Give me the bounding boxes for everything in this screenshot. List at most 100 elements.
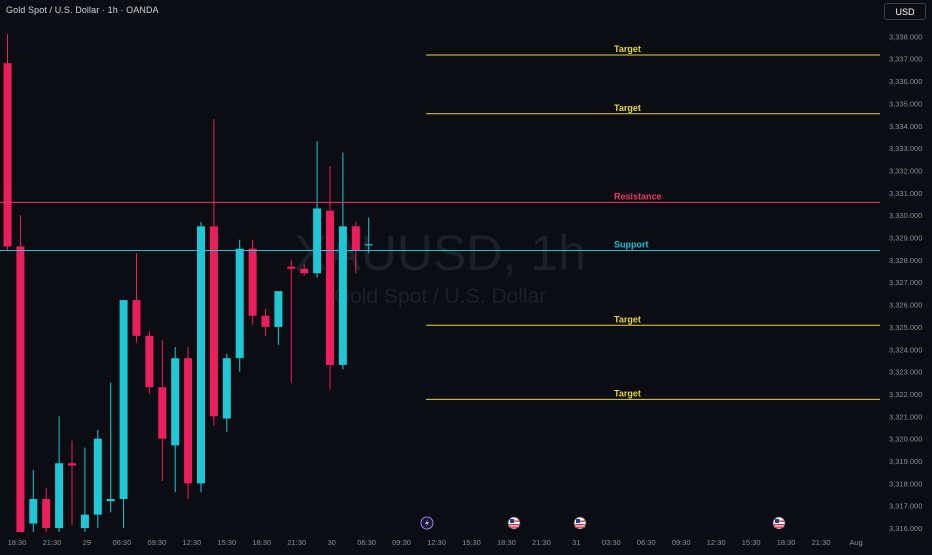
time-tick-label: 09:30 (147, 538, 166, 547)
time-axis[interactable]: 18:30 21:30 29 06:30 09:30 12:30 15:30 18:30 21:… (0, 532, 880, 550)
price-tick-label: 3,323.000 (889, 368, 922, 377)
candle (42, 487, 51, 537)
candle-body (184, 358, 193, 484)
icon-canton (510, 519, 514, 523)
price-tick-label: 3,336.000 (889, 77, 922, 86)
target-label: Target (614, 44, 641, 54)
price-tick-label: 3,337.000 (889, 55, 922, 64)
icon-stripe (509, 526, 519, 528)
us-flag-icon[interactable] (573, 516, 587, 530)
time-tick-label: 21:30 (287, 538, 306, 547)
time-tick-label: 31 (572, 538, 580, 547)
candle (197, 221, 205, 493)
price-tick-label: 3,328.000 (889, 256, 922, 265)
icon-stripe (779, 520, 784, 522)
candle-body (351, 226, 360, 251)
candle-body (80, 514, 89, 529)
candle (351, 221, 360, 274)
us-flag-icon[interactable] (507, 516, 521, 530)
candle (29, 469, 38, 537)
price-tick-label: 3,335.000 (889, 99, 922, 108)
candle (158, 340, 167, 482)
candle-body (326, 210, 334, 365)
time-tick-label: 18:30 (497, 538, 516, 547)
candle (300, 264, 309, 276)
candle (55, 416, 64, 537)
time-tick-label: 09:30 (392, 538, 411, 547)
support-label: Support (614, 239, 649, 249)
candle-body (261, 315, 270, 327)
candle-body (106, 499, 115, 502)
time-tick-label: 12:30 (427, 538, 446, 547)
icon-stripe (774, 524, 784, 526)
candle (3, 34, 12, 251)
icon-stripe (514, 520, 519, 522)
time-tick-label: 06:30 (357, 538, 376, 547)
us-flag-icon[interactable] (772, 516, 786, 530)
time-tick-label: 06:30 (637, 538, 656, 547)
icon-stripe (774, 526, 784, 528)
candle-body (132, 300, 141, 336)
price-tick-label: 3,325.000 (889, 323, 922, 332)
price-tick-label: 3,318.000 (889, 479, 922, 488)
candle (248, 239, 257, 325)
target-label: Target (614, 388, 641, 398)
candle-body (248, 248, 257, 316)
candle (119, 300, 128, 529)
candle (313, 141, 322, 278)
candle-body (93, 438, 102, 515)
candle-body (274, 291, 283, 327)
chart-title: Gold Spot / U.S. Dollar · 1h · OANDA (6, 5, 159, 15)
icon-bolt (425, 519, 429, 527)
candle (209, 119, 218, 426)
price-tick-label: 3,320.000 (889, 435, 922, 444)
price-tick-label: 3,331.000 (889, 189, 922, 198)
candle-body (338, 226, 347, 365)
time-tick-label: 12:30 (707, 538, 726, 547)
icon-stripe (509, 524, 519, 526)
candle-body (145, 335, 154, 388)
candle (274, 291, 283, 345)
candle-body (313, 208, 322, 274)
price-tick-label: 3,324.000 (889, 345, 922, 354)
icon-stripe (575, 524, 585, 526)
time-tick-label: 06:30 (112, 538, 131, 547)
time-tick-label: 15:30 (462, 538, 481, 547)
time-tick-label: Aug (849, 538, 862, 547)
lightning-icon[interactable] (420, 516, 434, 530)
resistance-label: Resistance (614, 191, 662, 201)
candle-body (158, 387, 167, 439)
candle (235, 239, 244, 372)
time-tick-label: 21:30 (43, 538, 62, 547)
time-tick-label: 21:30 (812, 538, 831, 547)
time-tick-label: 21:30 (532, 538, 551, 547)
candle (171, 347, 180, 493)
price-tick-label: 3,326.000 (889, 301, 922, 310)
candle (80, 447, 89, 537)
candle-body (42, 499, 51, 529)
price-tick-label: 3,334.000 (889, 122, 922, 131)
currency-button[interactable]: USD (884, 3, 926, 20)
time-tick-label: 03:30 (602, 538, 621, 547)
time-tick-label: 15:30 (217, 538, 236, 547)
candle (287, 259, 296, 383)
price-axis[interactable]: 3,316.000 3,317.000 3,318.000 3,319.000 3,32… (880, 0, 932, 550)
candle-body (16, 246, 25, 537)
price-tick-label: 3,321.000 (889, 412, 922, 421)
price-tick-label: 3,317.000 (889, 502, 922, 511)
candle-body (3, 63, 12, 247)
time-tick-label: 15:30 (742, 538, 761, 547)
event-icons[interactable] (420, 516, 786, 530)
price-tick-label: 3,322.000 (889, 390, 922, 399)
candle (364, 217, 373, 254)
candle-body (68, 463, 76, 466)
target-label: Target (614, 314, 641, 324)
price-tick-label: 3,338.000 (889, 32, 922, 41)
time-tick-label: 30 (327, 538, 335, 547)
candle (184, 347, 193, 500)
candle-body (209, 226, 218, 417)
price-tick-label: 3,327.000 (889, 278, 922, 287)
candle (68, 440, 76, 526)
